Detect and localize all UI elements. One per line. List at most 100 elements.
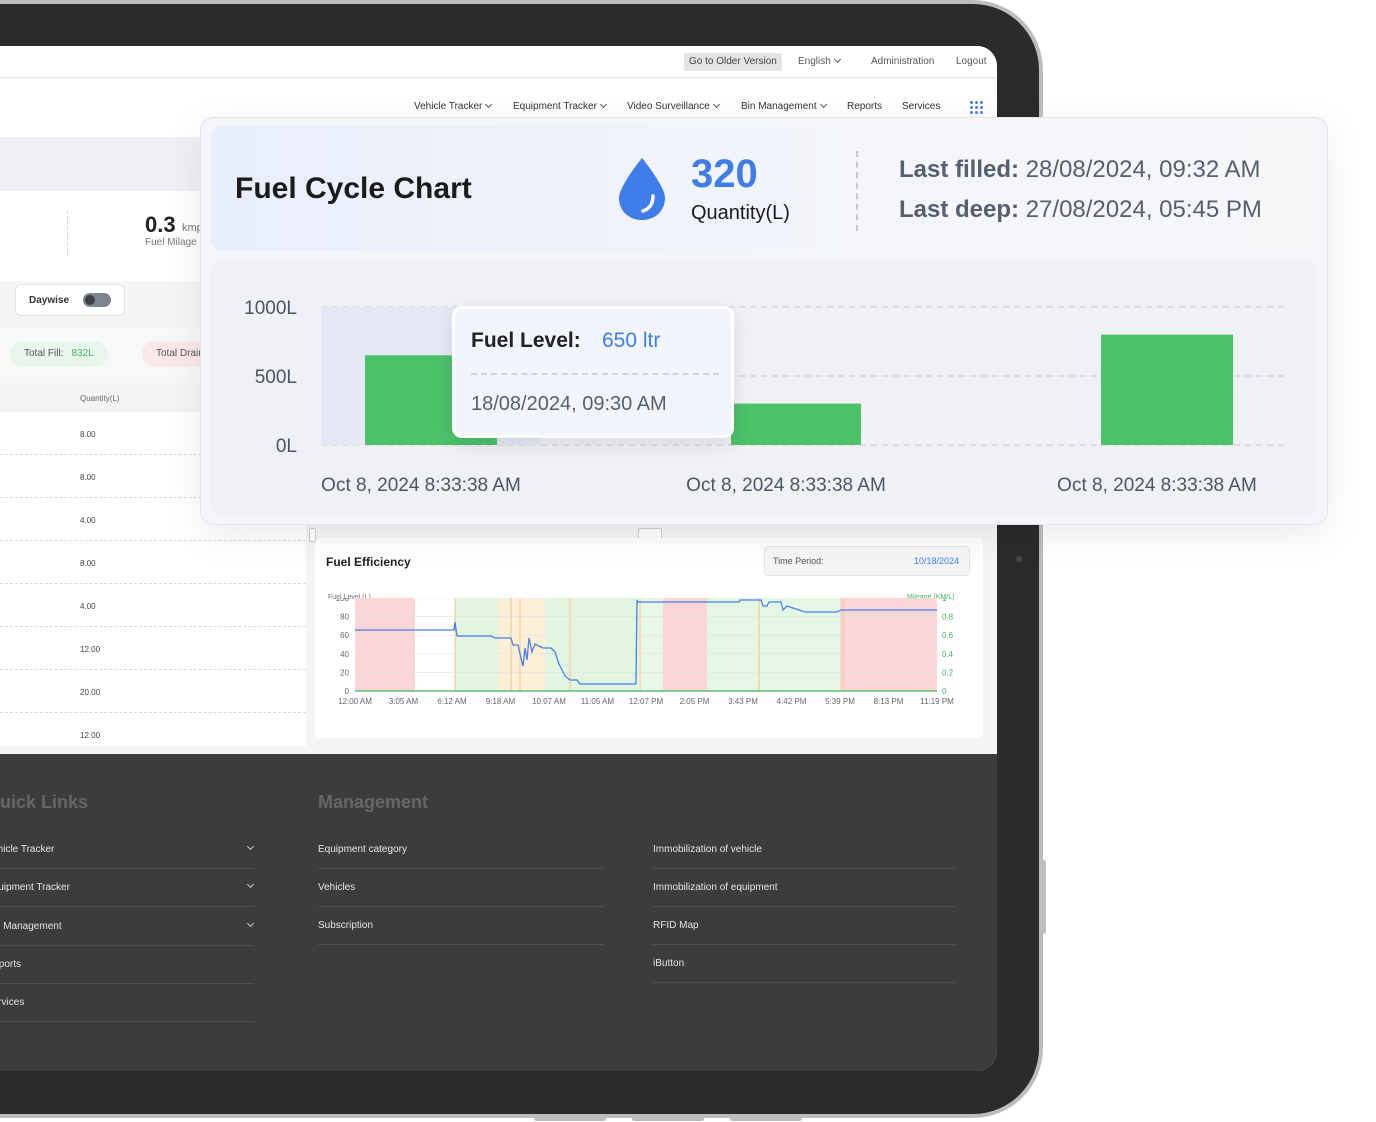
quantity-cell: 4.00	[80, 516, 96, 525]
tablet-side-button	[1041, 860, 1046, 934]
x-tick-label: 5:39 PM	[825, 697, 855, 706]
table-row[interactable]: 8.00	[0, 455, 306, 498]
nav-bin-management[interactable]: Bin Management	[741, 100, 827, 112]
quantity-cell: 12.00	[80, 731, 101, 740]
table-row[interactable]: 8.00	[0, 541, 306, 584]
y2-tick-label: 0	[942, 687, 947, 696]
nav-reports[interactable]: Reports	[847, 101, 883, 112]
nav-label: Video Surveillance	[627, 101, 710, 112]
bar	[731, 403, 861, 445]
x-tick-label: Oct 8, 2024 8:33:38 AM	[1057, 475, 1257, 496]
y2-tick-label: 1	[942, 598, 947, 603]
utility-bar: Go to Older Version English Administrati…	[0, 46, 997, 78]
administration-link[interactable]: Administration	[871, 56, 935, 67]
last-filled-label: Last filled:	[899, 156, 1020, 183]
y-tick-label: 1000L	[244, 298, 297, 319]
footer-link-immobilization-equipment[interactable]: Immobilization of equipment	[653, 869, 955, 907]
table-row[interactable]: 4.00	[0, 498, 306, 541]
table-row[interactable]: 20.00	[0, 670, 306, 713]
footer-link-bin-management[interactable]: Bin Management	[0, 908, 255, 946]
footer-link-reports[interactable]: Reports	[0, 946, 254, 984]
footer-link-vehicle-tracker[interactable]: Vehicle Tracker	[0, 831, 255, 869]
tooltip-value: 650 ltr	[602, 329, 661, 352]
nav-label: Vehicle Tracker	[414, 101, 483, 112]
resize-handle-vertical[interactable]	[309, 528, 316, 542]
quantity-cell: 12.00	[80, 645, 101, 654]
y2-tick-label: 0.8	[942, 613, 954, 622]
footer: Quick Links Vehicle Tracker Equipment Tr…	[0, 754, 997, 1071]
y2-tick-label: 0.2	[942, 668, 954, 677]
quantity-cell: 8.00	[80, 430, 96, 439]
status-band	[707, 598, 840, 691]
table-row[interactable]: 12.00	[0, 713, 306, 756]
footer-link-label: Immobilization of equipment	[653, 882, 778, 893]
apps-grid-icon[interactable]	[970, 101, 983, 114]
chevron-down-icon	[246, 919, 255, 928]
fuel-cycle-chart-area: 1000L 500L 0L Oct 8, 2024 8:33:38 AM Oct 8, …	[211, 260, 1316, 516]
nav-vehicle-tracker[interactable]: Vehicle Tracker	[414, 100, 493, 112]
mileage-label: Fuel Milage	[145, 237, 197, 248]
nav-label: Equipment Tracker	[513, 101, 597, 112]
older-version-button[interactable]: Go to Older Version	[684, 53, 782, 71]
last-filled: Last filled: 28/08/2024, 09:32 AM	[899, 156, 1261, 184]
y-tick-label: 40	[340, 650, 349, 659]
x-tick-label: 11:05 AM	[581, 697, 615, 706]
x-tick-label: 6:12 AM	[437, 697, 467, 706]
x-tick-label: 11:19 PM	[920, 697, 954, 706]
daywise-toggle[interactable]	[83, 293, 111, 307]
language-select[interactable]: English	[798, 55, 841, 67]
fuel-drop-icon	[619, 158, 665, 220]
status-band	[638, 598, 663, 691]
total-drain-label: Total Drain	[156, 348, 204, 359]
y-tick-label: 500L	[255, 367, 297, 388]
footer-link-ibutton[interactable]: iButton	[653, 945, 955, 983]
footer-link-label: RFID Map	[653, 920, 699, 931]
nav-services[interactable]: Services	[902, 101, 941, 112]
status-band	[545, 598, 638, 691]
footer-link-immobilization-vehicle[interactable]: Immobilization of vehicle	[653, 831, 955, 869]
table-row[interactable]: 12.00	[0, 627, 306, 670]
table-row[interactable]: 4.00	[0, 584, 306, 627]
column-header-quantity: Quantity(L)	[80, 394, 120, 403]
footer-link-equipment-category[interactable]: Equipment category	[318, 831, 604, 869]
x-tick-label: 2:05 PM	[680, 697, 710, 706]
chevron-down-icon	[246, 880, 255, 889]
footer-link-label: Services	[0, 997, 25, 1008]
daywise-label: Daywise	[29, 295, 70, 306]
status-band	[355, 598, 415, 691]
tooltip-divider	[471, 373, 719, 375]
quick-links-title: Quick Links	[0, 792, 89, 812]
status-band	[498, 598, 545, 691]
total-fill-badge: Total Fill: 832L	[10, 341, 108, 367]
x-tick-label: Oct 8, 2024 8:33:38 AM	[321, 475, 521, 496]
y-tick-label: 60	[340, 631, 349, 640]
y-tick-label: 0L	[276, 436, 297, 457]
last-deep-label: Last deep:	[899, 196, 1020, 223]
chevron-down-icon	[599, 100, 607, 109]
mileage-unit: kmp	[182, 222, 203, 234]
chevron-down-icon	[833, 55, 841, 64]
footer-link-label: Bin Management	[0, 921, 62, 932]
footer-link-label: Equipment category	[318, 844, 407, 855]
fuel-level-line	[355, 599, 937, 685]
management-title: Management	[318, 792, 429, 812]
chevron-down-icon	[712, 100, 720, 109]
footer-link-equipment-tracker[interactable]: Equipment Tracker	[0, 869, 255, 907]
mileage-value: 0.3	[145, 212, 176, 237]
tablet-bottom-button	[632, 1116, 704, 1121]
footer-link-subscription[interactable]: Subscription	[318, 907, 604, 945]
nav-video-surveillance[interactable]: Video Surveillance	[627, 100, 720, 112]
tooltip-label: Fuel Level:	[471, 329, 581, 352]
footer-link-vehicles[interactable]: Vehicles	[318, 869, 604, 907]
footer-link-rfid-map[interactable]: RFID Map	[653, 907, 955, 945]
time-period-picker[interactable]: Time Period: 10/18/2024	[764, 546, 970, 576]
y-tick-label: 80	[340, 613, 349, 622]
fuel-cycle-chart: 1000L 500L 0L Oct 8, 2024 8:33:38 AM Oct 8, …	[244, 298, 1287, 496]
footer-link-services[interactable]: Services	[0, 984, 254, 1022]
footer-link-label: Vehicle Tracker	[0, 844, 55, 855]
total-fill-label: Total Fill:	[24, 348, 64, 359]
table-row[interactable]: 8.00	[0, 412, 306, 455]
logout-link[interactable]: Logout	[956, 56, 987, 67]
chevron-down-icon	[485, 100, 493, 109]
nav-equipment-tracker[interactable]: Equipment Tracker	[513, 100, 607, 112]
